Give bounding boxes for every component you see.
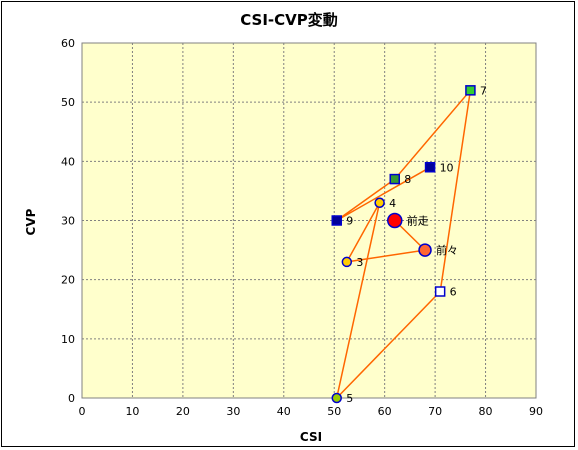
x-tick-label-2: 20: [176, 405, 190, 418]
point-label-7: 8: [404, 173, 411, 186]
point-label-5: 6: [450, 286, 457, 299]
data-point-2: [341, 256, 353, 268]
y-tick-label-3: 30: [61, 215, 75, 228]
point-label-4: 5: [346, 392, 353, 405]
y-tick-label-2: 20: [61, 274, 75, 287]
data-point-3: [374, 197, 385, 208]
x-tick-label-8: 80: [479, 405, 493, 418]
point-label-9: 10: [440, 161, 454, 174]
x-axis-title: CSI: [300, 430, 322, 444]
y-axis-title: CVP: [24, 208, 38, 235]
x-tick-label-5: 50: [327, 405, 341, 418]
data-point-9: [424, 162, 436, 173]
series-line: [335, 87, 472, 401]
chart-title: CSI-CVP変動: [240, 11, 338, 29]
y-tick-label-0: 0: [68, 392, 75, 405]
point-label-2: 3: [356, 256, 363, 269]
x-tick-label-6: 60: [378, 405, 392, 418]
point-label-6: 7: [480, 84, 487, 97]
data-point-7: [389, 173, 401, 185]
data-point-5: [434, 286, 446, 297]
y-tick-label-1: 10: [61, 333, 75, 346]
y-tick-label-5: 50: [61, 96, 75, 109]
point-label-0: 前走: [407, 214, 429, 228]
data-point-6: [465, 85, 476, 96]
point-label-3: 4: [389, 197, 396, 210]
point-label-1: 前々: [436, 243, 458, 257]
x-tick-label-9: 90: [529, 405, 543, 418]
data-point-8: [331, 215, 342, 226]
x-tick-label-1: 10: [125, 405, 139, 418]
y-tick-label-4: 40: [61, 155, 75, 168]
point-label-8: 9: [346, 215, 353, 228]
x-tick-label-4: 40: [277, 405, 291, 418]
x-tick-label-7: 70: [428, 405, 442, 418]
x-tick-label-0: 0: [79, 405, 86, 418]
data-point-1: [418, 243, 432, 257]
data-point-4: [331, 392, 342, 404]
x-tick-label-3: 30: [226, 405, 240, 418]
y-tick-label-6: 60: [61, 37, 75, 50]
data-point-0: [387, 212, 403, 229]
